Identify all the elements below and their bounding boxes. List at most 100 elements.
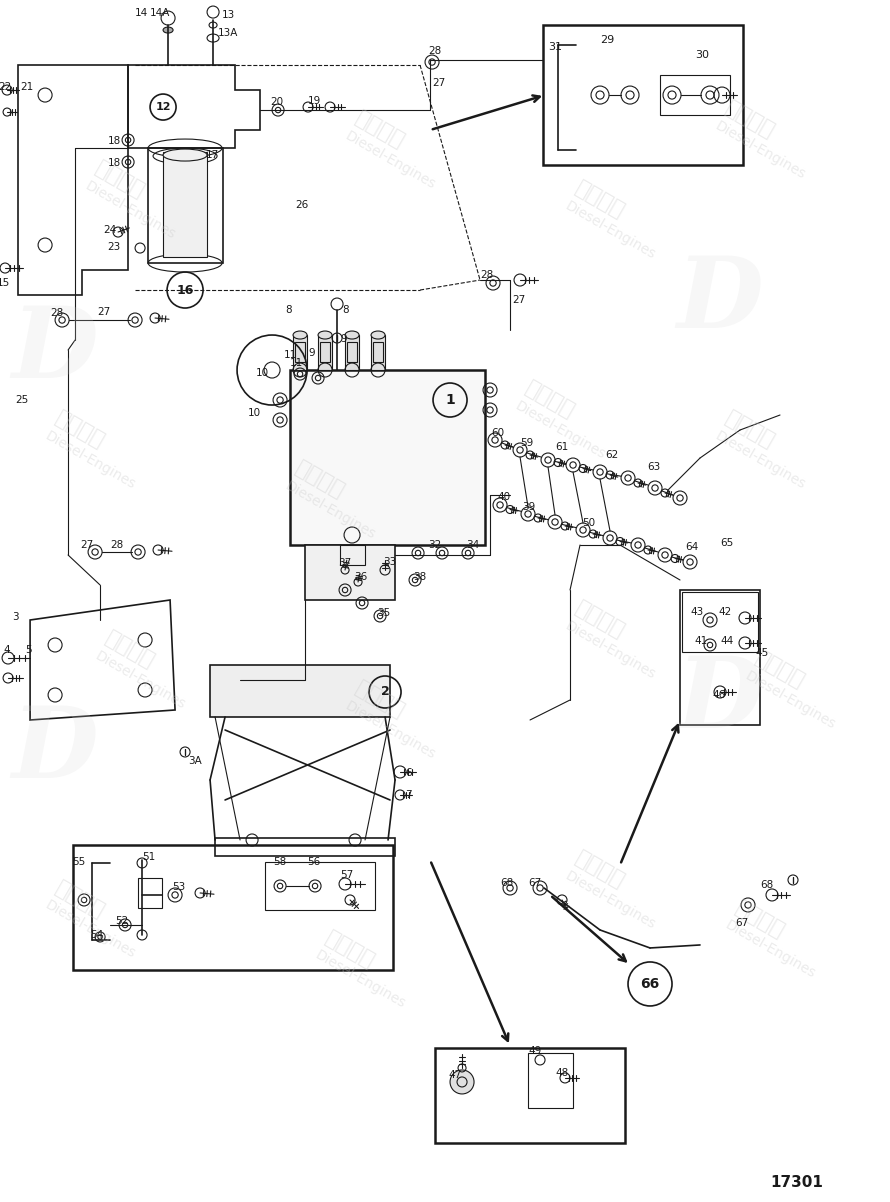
Ellipse shape	[163, 149, 207, 161]
Bar	[73, 845, 393, 970]
Text: Diesel-Engines: Diesel-Engines	[43, 428, 138, 492]
Text: 3: 3	[12, 612, 19, 621]
Text: 紫发动力: 紫发动力	[352, 108, 409, 153]
Ellipse shape	[371, 331, 385, 339]
Text: Diesel-Engines: Diesel-Engines	[723, 918, 818, 982]
Text: 64: 64	[685, 542, 699, 552]
Text: 紫发动力: 紫发动力	[92, 157, 149, 202]
Text: 紫发动力: 紫发动力	[322, 928, 378, 972]
Text: 54: 54	[90, 930, 103, 940]
Text: 7: 7	[405, 790, 412, 801]
Text: 58: 58	[273, 857, 287, 867]
Text: Diesel-Engines: Diesel-Engines	[343, 129, 438, 191]
Bar	[290, 370, 485, 545]
Text: 14: 14	[135, 8, 149, 18]
Text: 10: 10	[248, 407, 261, 418]
Bar	[371, 335, 385, 370]
Text: 18: 18	[108, 136, 121, 147]
Circle shape	[450, 1070, 474, 1094]
Text: 17301: 17301	[770, 1174, 823, 1190]
Text: 23: 23	[107, 242, 120, 252]
Text: 紫发动力: 紫发动力	[52, 407, 109, 452]
Text: 紫发动力: 紫发动力	[722, 99, 778, 142]
Bar	[340, 545, 365, 565]
Bar	[318, 335, 332, 370]
Text: 28: 28	[480, 270, 493, 280]
Bar	[682, 593, 758, 651]
Text: 27: 27	[432, 78, 445, 88]
Text: 24: 24	[103, 225, 117, 236]
Text: 紫发动力: 紫发动力	[102, 627, 158, 672]
Bar	[528, 1053, 573, 1108]
Text: 61: 61	[555, 442, 569, 452]
Text: D: D	[676, 251, 764, 349]
Text: 44: 44	[720, 636, 733, 645]
Bar	[373, 343, 383, 362]
Text: 28: 28	[50, 308, 63, 319]
Bar	[265, 862, 375, 910]
Text: 10: 10	[256, 368, 269, 377]
Text: 67: 67	[528, 877, 541, 888]
Text: 14A: 14A	[150, 8, 171, 18]
Text: D: D	[12, 302, 99, 398]
Text: 4: 4	[3, 645, 10, 655]
Bar	[215, 838, 395, 856]
Text: 紫发动力: 紫发动力	[572, 178, 628, 222]
Text: 60: 60	[491, 428, 504, 438]
Text: 15: 15	[0, 278, 11, 288]
Text: 26: 26	[295, 200, 308, 210]
Text: 8: 8	[285, 305, 292, 315]
Text: 17: 17	[206, 150, 219, 160]
Bar	[138, 877, 162, 908]
Text: 27: 27	[97, 307, 110, 317]
Bar	[320, 343, 330, 362]
Text: 13: 13	[222, 10, 235, 20]
Text: 22: 22	[0, 82, 12, 93]
Text: Diesel-Engines: Diesel-Engines	[562, 618, 658, 682]
Bar	[543, 25, 743, 165]
Text: 21: 21	[20, 82, 33, 93]
Text: 25: 25	[15, 395, 28, 405]
Text: Diesel-Engines: Diesel-Engines	[712, 428, 808, 492]
Text: 62: 62	[605, 450, 619, 460]
Text: 紫发动力: 紫发动力	[732, 898, 789, 942]
Text: 20: 20	[270, 97, 283, 107]
Text: 42: 42	[718, 607, 732, 617]
Bar	[295, 343, 305, 362]
Text: Diesel-Engines: Diesel-Engines	[513, 398, 608, 462]
Text: 31: 31	[548, 42, 562, 52]
Text: 67: 67	[735, 918, 748, 928]
Ellipse shape	[163, 28, 173, 32]
Bar	[163, 151, 207, 257]
Text: 57: 57	[340, 870, 353, 880]
Text: 47: 47	[448, 1070, 461, 1079]
Text: 52: 52	[115, 916, 128, 926]
Text: 27: 27	[512, 294, 525, 305]
Text: 39: 39	[522, 502, 535, 512]
Text: 35: 35	[377, 608, 391, 618]
Text: 36: 36	[354, 572, 368, 582]
Text: 50: 50	[582, 518, 595, 528]
Text: 28: 28	[428, 46, 441, 56]
Text: 紫发动力: 紫发动力	[572, 597, 628, 642]
Ellipse shape	[345, 331, 359, 339]
Text: 45: 45	[755, 648, 768, 657]
Bar	[680, 590, 760, 725]
Text: 49: 49	[528, 1046, 541, 1057]
Text: 12: 12	[156, 102, 171, 112]
Text: 5: 5	[25, 645, 32, 655]
Text: 11: 11	[290, 358, 303, 368]
Text: Diesel-Engines: Diesel-Engines	[712, 119, 808, 182]
Text: 紫发动力: 紫发动力	[522, 377, 578, 422]
Bar	[210, 665, 390, 716]
Text: Diesel-Engines: Diesel-Engines	[562, 868, 658, 932]
Text: 27: 27	[80, 540, 93, 551]
Text: 紫发动力: 紫发动力	[292, 458, 348, 502]
Text: Diesel-Engines: Diesel-Engines	[562, 198, 658, 262]
Bar	[435, 1048, 625, 1143]
Text: 紫发动力: 紫发动力	[52, 877, 109, 922]
Text: 46: 46	[712, 690, 725, 700]
Text: D: D	[12, 702, 99, 798]
Text: D: D	[676, 651, 764, 748]
Text: Diesel-Engines: Diesel-Engines	[93, 648, 188, 712]
